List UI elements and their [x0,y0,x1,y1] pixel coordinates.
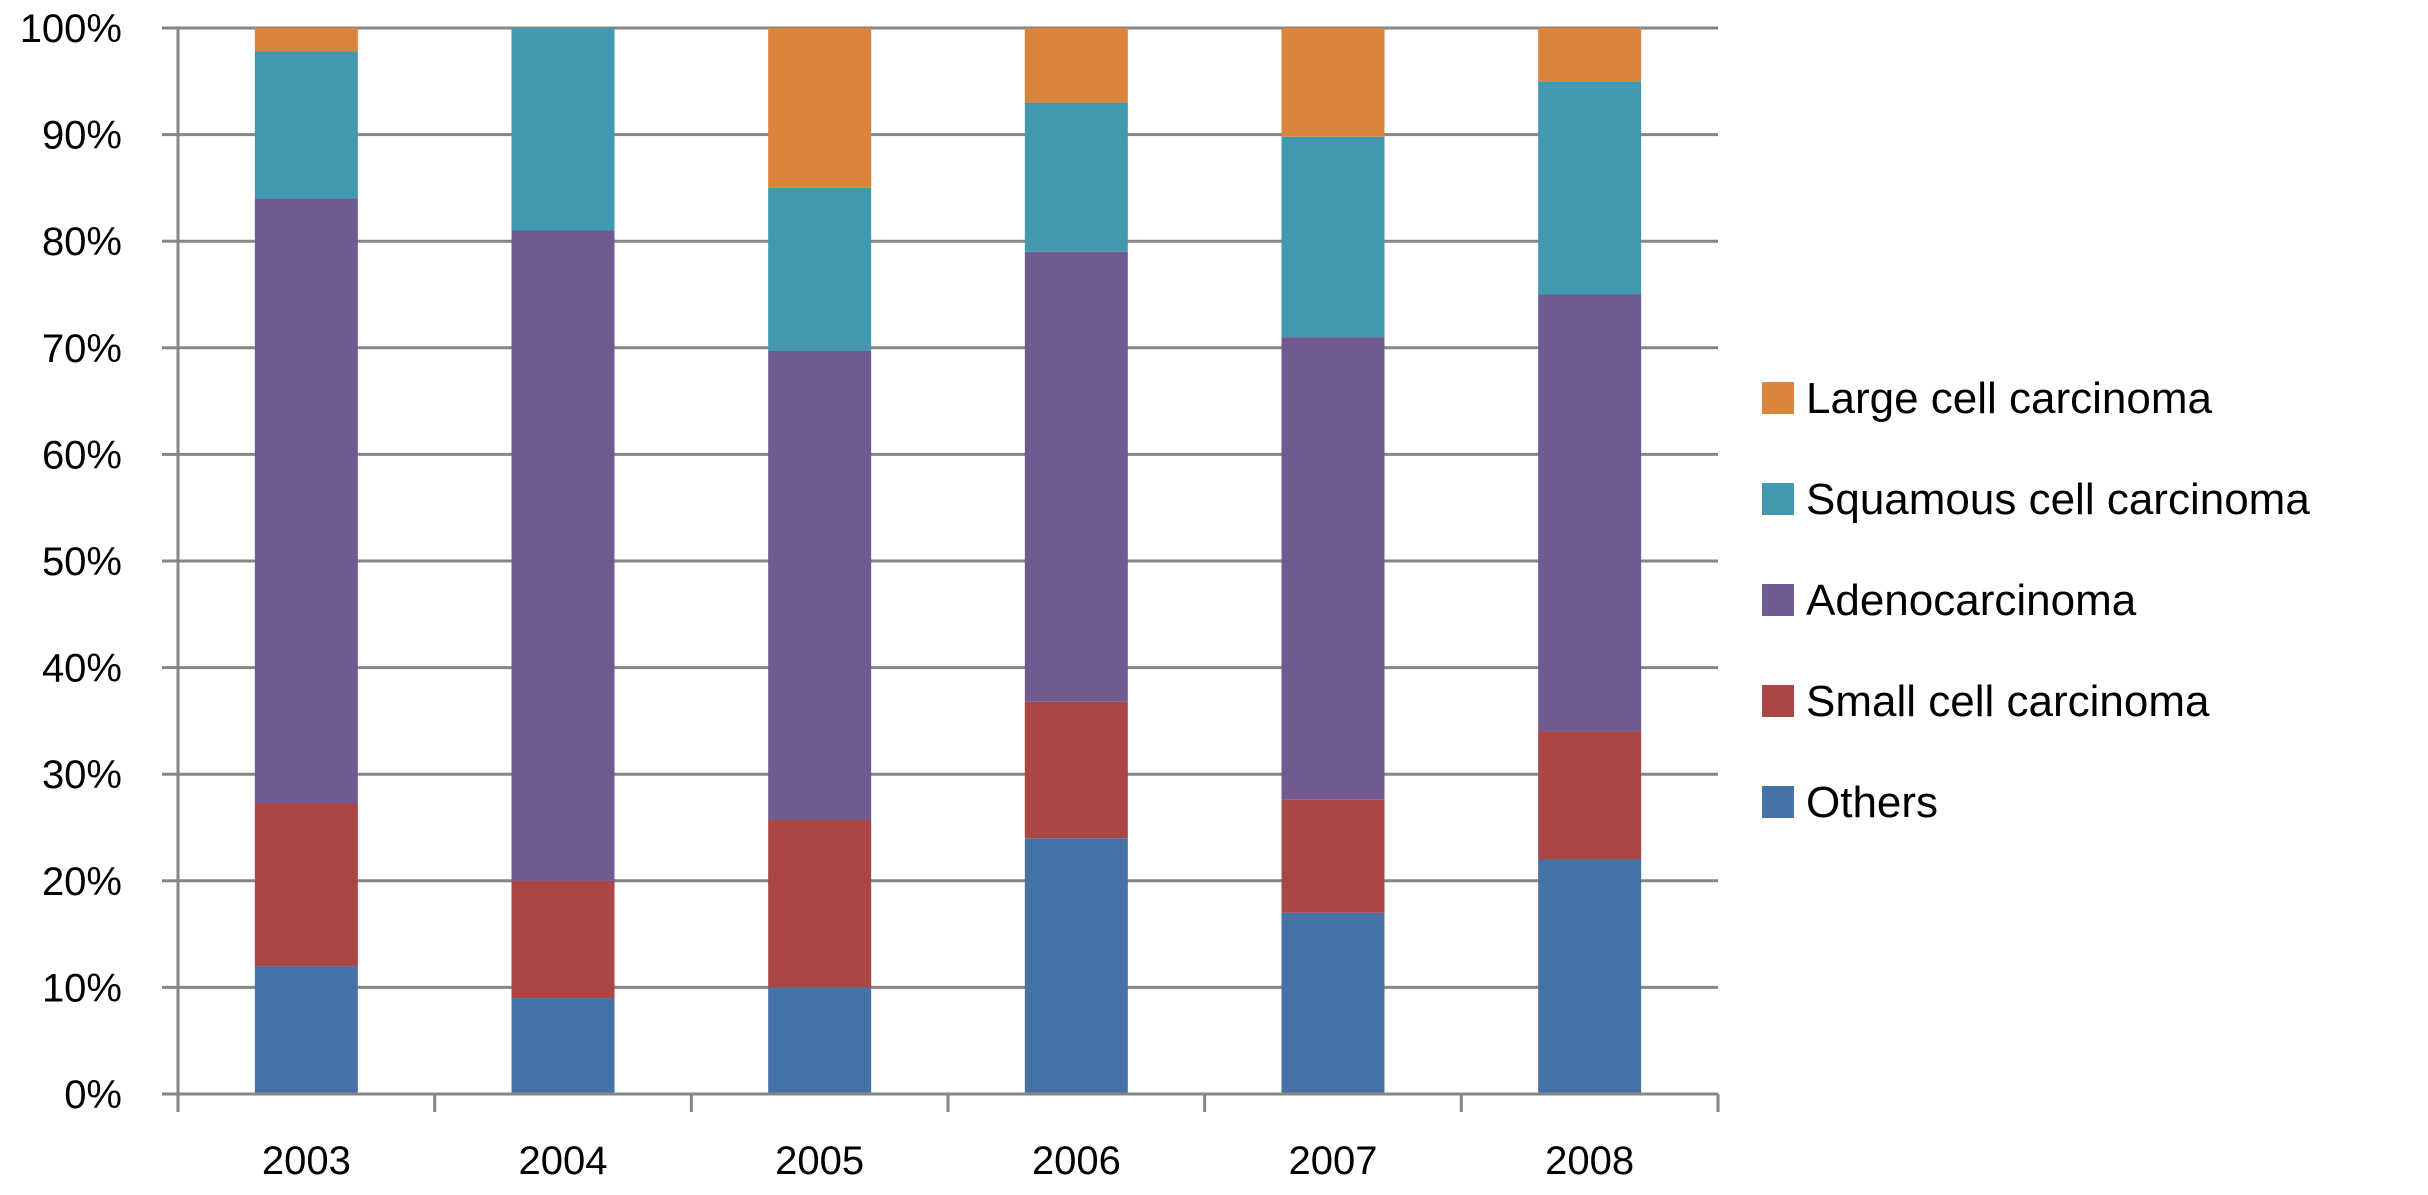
bar-segment-small-cell-carcinoma-2004 [511,880,615,999]
x-tick-labels: 2003 2004 2005 2006 2007 2008 [262,1139,1634,1183]
bar-segment-large-cell-carcinoma-2006 [1024,28,1128,103]
bar-segment-adenocarcinoma-2004 [511,230,615,881]
bar-segment-large-cell-carcinoma-2007 [1281,28,1385,137]
legend-swatch [1762,685,1794,717]
bar-segment-small-cell-carcinoma-2006 [1024,701,1128,839]
legend-label: Others [1806,778,1938,827]
bar-segment-squamous-cell-carcinoma-2007 [1281,136,1385,338]
legend-swatch [1762,584,1794,616]
y-tick-labels: 0% 10% 20% 30% 40% 50% 60% 70% 80% 90% 100% [20,7,122,1117]
legend: Large cell carcinoma Squamous cell carcin… [1762,374,2310,827]
bar-segment-squamous-cell-carcinoma-2005 [768,187,872,351]
bar-segment-squamous-cell-carcinoma-2004 [511,28,615,231]
bar-segment-small-cell-carcinoma-2007 [1281,799,1385,913]
y-tick-label: 100% [20,7,122,51]
bar-segment-others-2005 [768,987,872,1094]
bar-segment-small-cell-carcinoma-2003 [254,802,358,967]
axes [162,26,1720,1112]
y-tick-label: 90% [42,114,122,158]
y-tick-label: 0% [64,1073,122,1117]
bar-segment-small-cell-carcinoma-2005 [768,820,872,988]
bar-segment-others-2003 [254,966,358,1094]
legend-swatch [1762,483,1794,515]
x-tick-label: 2007 [1289,1139,1378,1183]
bar-segment-squamous-cell-carcinoma-2008 [1538,81,1642,295]
legend-label: Adenocarcinoma [1806,576,2137,625]
y-tick-label: 80% [42,220,122,264]
bar-segment-large-cell-carcinoma-2008 [1538,28,1642,82]
legend-label: Squamous cell carcinoma [1806,475,2310,524]
bar-segment-large-cell-carcinoma-2005 [768,28,872,188]
bar-segment-others-2004 [511,998,615,1094]
x-tick-label: 2006 [1032,1139,1121,1183]
bar-segment-small-cell-carcinoma-2008 [1538,731,1642,860]
bar-segment-large-cell-carcinoma-2003 [254,28,358,52]
legend-label: Large cell carcinoma [1806,374,2212,423]
y-tick-label: 50% [42,540,122,584]
y-tick-label: 10% [42,966,122,1010]
legend-swatch [1762,786,1794,818]
x-tick-label: 2008 [1545,1139,1634,1183]
bar-segment-adenocarcinoma-2007 [1281,337,1385,800]
bar-segment-others-2008 [1538,859,1642,1094]
y-tick-label: 20% [42,860,122,904]
bar-segment-squamous-cell-carcinoma-2006 [1024,102,1128,252]
y-tick-label: 40% [42,647,122,691]
y-tick-label: 70% [42,327,122,371]
bar-segment-adenocarcinoma-2003 [254,198,358,803]
x-tick-label: 2003 [262,1139,351,1183]
legend-swatch [1762,382,1794,414]
bars [254,28,1642,1094]
bar-segment-adenocarcinoma-2006 [1024,251,1128,702]
x-tick-label: 2004 [519,1139,608,1183]
bar-segment-squamous-cell-carcinoma-2003 [254,51,358,199]
gridlines [178,26,1718,989]
bar-segment-others-2006 [1024,838,1128,1094]
bar-segment-adenocarcinoma-2005 [768,350,872,821]
y-tick-label: 30% [42,753,122,797]
y-tick-label: 60% [42,433,122,477]
bar-segment-others-2007 [1281,912,1385,1094]
legend-label: Small cell carcinoma [1806,677,2210,726]
bar-segment-adenocarcinoma-2008 [1538,294,1642,732]
x-tick-label: 2005 [775,1139,864,1183]
